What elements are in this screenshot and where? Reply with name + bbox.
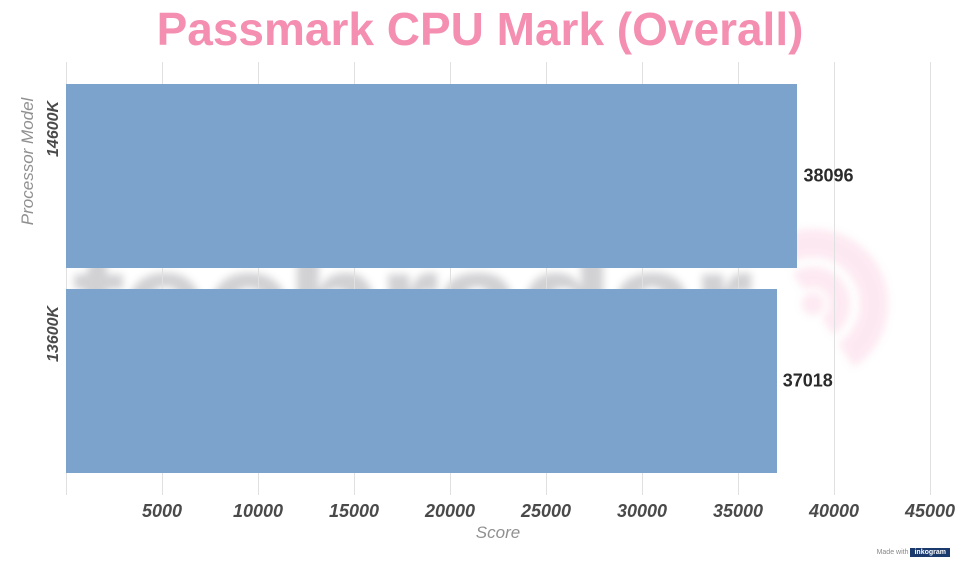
x-tick-label: 45000: [905, 501, 955, 522]
x-tick-label: 5000: [142, 501, 182, 522]
bar-value-label: 37018: [783, 371, 833, 392]
y-category-label: 14600K: [45, 101, 63, 157]
y-category-label: 13600K: [45, 306, 63, 362]
bar-value-label: 38096: [803, 165, 853, 186]
credit-brand: inkogram: [910, 548, 950, 557]
y-axis-title: Processor Model: [18, 97, 38, 225]
grid-line: [930, 62, 931, 495]
x-tick-label: 15000: [329, 501, 379, 522]
grid-line: [834, 62, 835, 495]
chart-area: techradar 500010000150002000025000300003…: [0, 62, 960, 545]
x-axis-title: Score: [476, 523, 520, 543]
x-tick-label: 20000: [425, 501, 475, 522]
x-tick-label: 25000: [521, 501, 571, 522]
credit-badge: Made with inkogram: [877, 548, 950, 557]
credit-prefix: Made with: [877, 549, 909, 556]
bar: [66, 289, 777, 473]
x-tick-label: 35000: [713, 501, 763, 522]
chart-title: Passmark CPU Mark (Overall): [0, 0, 960, 52]
x-tick-label: 30000: [617, 501, 667, 522]
bar: [66, 84, 797, 268]
x-tick-label: 10000: [233, 501, 283, 522]
x-tick-label: 40000: [809, 501, 859, 522]
